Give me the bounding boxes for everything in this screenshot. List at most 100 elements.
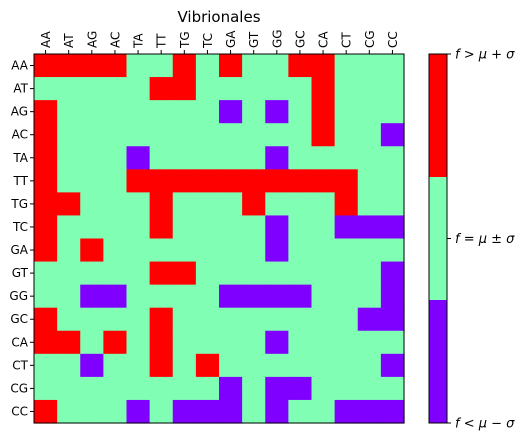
heatmap-cell-CA-AG <box>80 330 104 355</box>
heatmap-cell-AC-AG <box>80 123 104 147</box>
colorbar-band <box>429 54 447 178</box>
heatmap-cell-CA-GC <box>288 330 313 355</box>
heatmap-cell-GG-TG <box>172 284 197 309</box>
heatmap-cell-GT-AG <box>80 261 104 286</box>
heatmap-cell-GT-AA <box>34 261 58 286</box>
x-tick-label: CC <box>386 31 400 48</box>
heatmap-cell-GG-TT <box>149 284 174 309</box>
heatmap-cell-TC-GC <box>288 215 313 240</box>
heatmap-cell-CG-AT <box>57 376 81 401</box>
heatmap-cell-TG-CT <box>334 192 359 217</box>
heatmap-cell-TT-TG <box>172 169 197 193</box>
heatmap-cell-TA-CA <box>311 146 336 170</box>
heatmap-cell-CA-AC <box>103 330 128 355</box>
heatmap-cell-TA-CG <box>357 146 382 170</box>
heatmap-cell-AC-GG <box>265 123 289 147</box>
heatmap-cell-GA-CC <box>380 238 405 263</box>
heatmap-cell-TC-AG <box>80 215 104 240</box>
heatmap-cell-AG-CC <box>380 100 405 124</box>
heatmap-cell-GC-AA <box>34 307 58 332</box>
heatmap-cell-AT-CT <box>334 77 359 101</box>
heatmap-cell-GT-CT <box>334 261 359 286</box>
heatmap-cell-AA-AG <box>80 54 104 78</box>
heatmap-cell-CG-TG <box>172 376 197 401</box>
heatmap-cell-AG-GG <box>265 100 289 124</box>
heatmap-cell-CG-TT <box>149 376 174 401</box>
heatmap-cell-GT-TG <box>172 261 197 286</box>
heatmap-cell-CC-AC <box>103 399 128 424</box>
heatmap-cell-TG-AA <box>34 192 58 217</box>
heatmap-cell-AG-GA <box>219 100 243 124</box>
heatmap-cell-AC-CT <box>334 123 359 147</box>
y-tick-label: AA <box>11 59 29 73</box>
heatmap-cell-TA-CC <box>380 146 405 170</box>
heatmap-cell-AA-TT <box>149 54 174 78</box>
heatmap-cell-CG-CT <box>334 376 359 401</box>
y-tick-label: CC <box>11 404 28 418</box>
y-tick-label: GC <box>10 312 28 326</box>
colorbar: f > μ + σ f = μ ± σ f < μ − σ <box>428 48 515 432</box>
heatmap-cell-AT-TA <box>126 77 151 101</box>
x-tick-label: TG <box>178 31 192 49</box>
heatmap-cell-AA-TA <box>126 54 151 78</box>
heatmap-cell-CT-CA <box>311 353 336 378</box>
heatmap-cell-TT-AA <box>34 169 58 193</box>
heatmap-cell-AC-GT <box>242 123 266 147</box>
heatmap-frame <box>33 53 405 424</box>
colorbar-tick-label: f = μ ± σ <box>455 232 515 247</box>
heatmap-cell-CC-GT <box>242 399 266 424</box>
heatmap-cell-CT-TT <box>149 353 174 378</box>
heatmap-cell-CA-CA <box>311 330 336 355</box>
heatmap-cell-TC-TT <box>149 215 174 240</box>
heatmap-cell-TA-AG <box>80 146 104 170</box>
heatmap-cell-TC-GA <box>219 215 243 240</box>
heatmap-cell-AT-AT <box>57 77 81 101</box>
heatmap-cell-GA-AC <box>103 238 128 263</box>
heatmap-cell-GC-TT <box>149 307 174 332</box>
heatmap-cell-CT-GA <box>219 353 243 378</box>
heatmap-cell-TT-AG <box>80 169 104 193</box>
heatmap-cell-TG-TG <box>172 192 197 217</box>
heatmap-cell-CT-GC <box>288 353 313 378</box>
heatmap-cell-AT-CC <box>380 77 405 101</box>
heatmap-cell-AC-GA <box>219 123 243 147</box>
heatmap-cell-GA-GC <box>288 238 313 263</box>
heatmap-cell-TT-GT <box>242 169 266 193</box>
heatmap-cell-GT-GC <box>288 261 313 286</box>
heatmap-cell-GG-GG <box>265 284 289 309</box>
heatmap-cell-TT-AC <box>103 169 128 193</box>
heatmap-cell-GC-CC <box>380 307 405 332</box>
heatmap-cell-CC-AA <box>34 399 58 424</box>
heatmap-cell-AT-GC <box>288 77 313 101</box>
y-tick-label: AG <box>11 105 28 119</box>
heatmap-cell-GT-CC <box>380 261 405 286</box>
heatmap-cell-GT-TT <box>149 261 174 286</box>
x-tick-label: TC <box>201 33 215 49</box>
heatmap-cell-TT-CC <box>380 169 405 193</box>
heatmap-cell-AA-GC <box>288 54 313 78</box>
heatmap-cell-CT-GG <box>265 353 289 378</box>
heatmap-cell-CA-TT <box>149 330 174 355</box>
heatmap-cell-TT-TA <box>126 169 151 193</box>
heatmap-cell-GC-CT <box>334 307 359 332</box>
heatmap-cell-AG-TC <box>195 100 220 124</box>
heatmap-cell-TC-AC <box>103 215 128 240</box>
heatmap-cell-GC-GT <box>242 307 266 332</box>
heatmap-cell-TT-GC <box>288 169 313 193</box>
heatmap-cell-AC-CC <box>380 123 405 147</box>
heatmap-cell-AC-TC <box>195 123 220 147</box>
heatmap-cell-CC-GA <box>219 399 243 424</box>
heatmap-cell-GA-CG <box>357 238 382 263</box>
heatmap-cell-CA-AA <box>34 330 58 355</box>
colorbar-tick-label: f < μ − σ <box>455 417 515 432</box>
x-tick-label: AC <box>108 32 122 48</box>
x-tick-label: AA <box>39 30 53 48</box>
x-tick-label: CG <box>363 30 377 48</box>
heatmap-cell-CC-GC <box>288 399 313 424</box>
heatmap-cell-GA-GA <box>219 238 243 263</box>
heatmap-cell-AC-TT <box>149 123 174 147</box>
heatmap-cell-TG-AG <box>80 192 104 217</box>
heatmap-cell-CT-AA <box>34 353 58 378</box>
heatmap-cell-AC-TG <box>172 123 197 147</box>
heatmap-cell-TC-CC <box>380 215 405 240</box>
